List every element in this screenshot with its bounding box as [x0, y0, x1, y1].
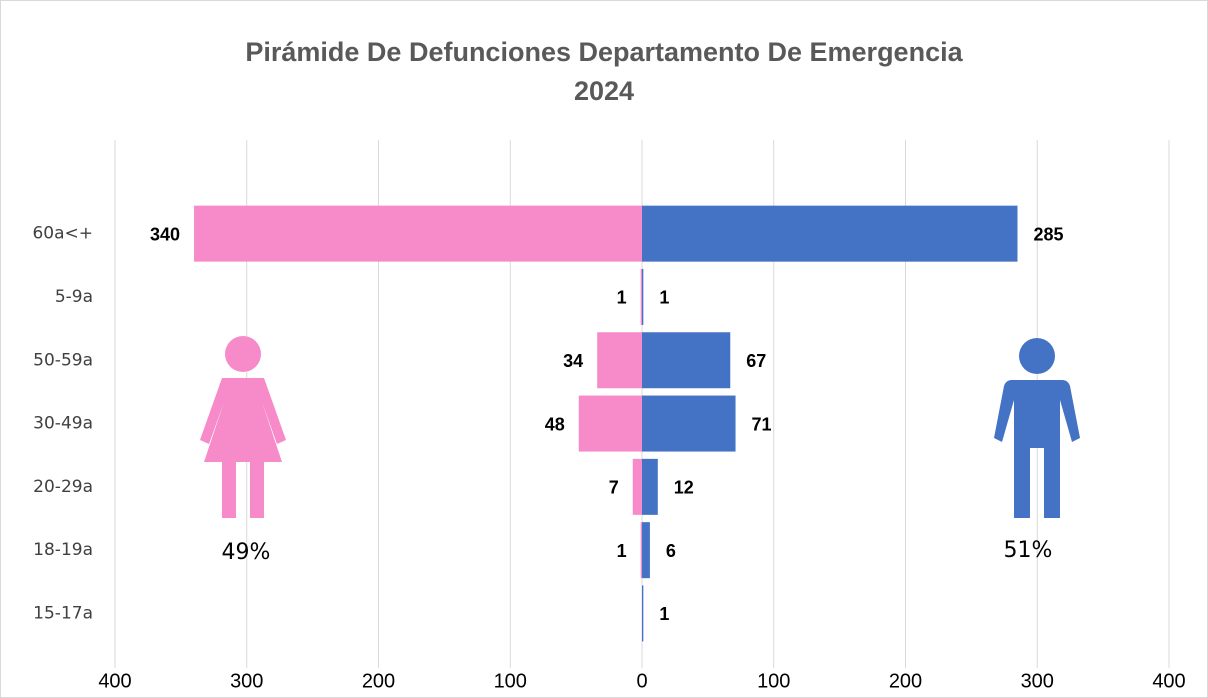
percent-label: 49%	[222, 540, 271, 565]
x-tick-label: 300	[230, 670, 263, 692]
data-label: 340	[150, 224, 180, 244]
y-tick-label: 18-19a	[33, 540, 93, 560]
bar	[642, 205, 1018, 262]
chart-title: Pirámide De Defunciones Departamento De …	[245, 37, 963, 67]
data-label: 1	[617, 541, 627, 561]
x-tick-label: 100	[757, 670, 790, 692]
data-label: 1	[659, 288, 669, 308]
data-label: 34	[563, 351, 583, 371]
bar	[194, 205, 643, 262]
x-tick-label: 400	[1152, 670, 1185, 692]
data-label: 285	[1033, 224, 1063, 244]
bar	[597, 332, 642, 389]
bar	[640, 522, 642, 579]
data-label: 1	[659, 604, 669, 624]
data-label: 7	[609, 478, 619, 498]
data-label: 67	[746, 351, 766, 371]
x-tick-label: 200	[362, 670, 395, 692]
y-tick-label: 5-9a	[55, 287, 93, 307]
bar	[642, 395, 736, 452]
x-tick-label: 0	[636, 670, 647, 692]
bar	[640, 268, 642, 325]
bar	[642, 458, 658, 515]
bars	[194, 205, 1018, 642]
y-tick-label: 60a<+	[32, 224, 93, 244]
percent-label: 51%	[1004, 538, 1053, 563]
bar	[642, 268, 644, 325]
x-tick-label: 400	[98, 670, 131, 692]
bar	[632, 458, 642, 515]
data-label: 6	[666, 541, 676, 561]
chart-subtitle: 2024	[574, 76, 634, 106]
bar	[642, 585, 644, 642]
y-tick-label: 15-17a	[33, 603, 93, 623]
bar	[642, 332, 731, 389]
female-icon	[200, 336, 286, 518]
data-label: 48	[545, 414, 565, 434]
data-label: 71	[752, 414, 772, 434]
y-tick-label: 20-29a	[33, 477, 93, 497]
male-icon	[994, 338, 1080, 518]
bar	[642, 522, 650, 579]
x-tick-label: 300	[1021, 670, 1054, 692]
y-tick-label: 30-49a	[33, 414, 93, 434]
data-label: 12	[674, 478, 694, 498]
x-tick-label: 200	[889, 670, 922, 692]
y-tick-label: 50-59a	[33, 350, 93, 370]
bar	[578, 395, 642, 452]
data-label: 1	[617, 288, 627, 308]
x-tick-label: 100	[494, 670, 527, 692]
